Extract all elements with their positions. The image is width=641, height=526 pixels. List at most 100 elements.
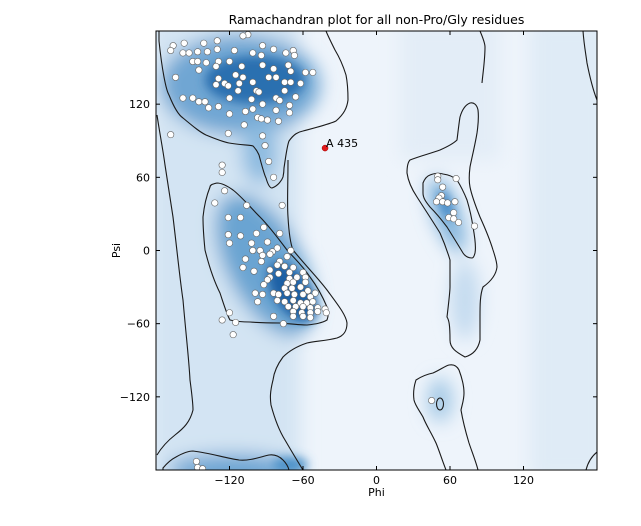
residue-point xyxy=(304,287,312,295)
residue-point xyxy=(255,88,263,96)
contour-small-loop xyxy=(435,397,445,411)
residue-point xyxy=(433,198,441,206)
residue-point xyxy=(450,209,458,217)
residue-point xyxy=(261,142,269,150)
residue-point xyxy=(224,129,232,137)
y-tick-label: 0 xyxy=(143,245,150,258)
residue-point xyxy=(250,267,258,275)
residue-point xyxy=(259,61,267,69)
residue-point xyxy=(248,239,256,247)
residue-point xyxy=(218,316,226,324)
residue-point xyxy=(263,276,271,284)
residue-point xyxy=(274,290,282,298)
residue-point xyxy=(252,229,260,237)
residue-point xyxy=(301,278,309,286)
residue-point xyxy=(309,298,317,306)
residue-point xyxy=(257,257,265,265)
x-tick-label: −60 xyxy=(291,474,314,487)
residue-point xyxy=(239,264,247,272)
residue-point xyxy=(309,68,317,76)
residue-point xyxy=(205,104,213,112)
contour-outer-left xyxy=(156,114,194,456)
x-axis: −120 −60 0 60 120 xyxy=(214,31,534,487)
y-axis: 120 60 0 −60 −120 xyxy=(120,98,597,404)
residue-point xyxy=(286,268,294,276)
residue-point xyxy=(265,73,273,81)
residue-point xyxy=(276,229,284,237)
residue-point xyxy=(274,270,282,278)
density-background xyxy=(156,31,597,470)
residue-point xyxy=(279,320,287,328)
contour-far-right-bottom xyxy=(585,451,597,470)
y-tick-label: 60 xyxy=(136,171,150,184)
residue-point xyxy=(290,290,298,298)
contour-beta-inner xyxy=(158,31,349,189)
residue-point xyxy=(240,121,248,129)
scatter-points xyxy=(167,31,478,470)
residue-point xyxy=(286,109,294,117)
residue-point xyxy=(260,281,268,289)
residue-point xyxy=(444,199,452,207)
residue-point xyxy=(270,45,278,53)
residue-point xyxy=(265,157,273,165)
contour-right-inner xyxy=(422,172,476,259)
residue-point xyxy=(254,298,262,306)
residue-point xyxy=(450,215,458,223)
residue-point xyxy=(249,78,257,86)
residue-point xyxy=(203,48,211,56)
residue-point xyxy=(167,131,175,139)
residue-point xyxy=(259,132,267,140)
residue-point xyxy=(226,239,234,247)
residue-point xyxy=(218,161,226,169)
residue-point xyxy=(301,68,309,76)
residue-point xyxy=(290,51,298,59)
residue-point xyxy=(214,103,222,111)
residue-point xyxy=(232,71,240,79)
outlier-points: A 435 xyxy=(321,137,358,152)
residue-point xyxy=(239,73,247,81)
residue-point xyxy=(229,331,237,339)
residue-point xyxy=(218,168,226,176)
x-axis-label: Phi xyxy=(368,486,385,499)
residue-point xyxy=(322,309,330,317)
residue-point xyxy=(434,176,442,184)
residue-point xyxy=(273,296,281,304)
residue-point xyxy=(297,283,305,291)
residue-point xyxy=(289,264,297,272)
residue-point xyxy=(273,261,281,269)
residue-point xyxy=(195,98,203,106)
residue-point xyxy=(241,255,249,263)
residue-point xyxy=(299,312,307,320)
residue-point xyxy=(274,117,282,125)
residue-point xyxy=(251,289,259,297)
residue-point xyxy=(179,94,187,102)
residue-point xyxy=(237,214,245,222)
residue-point xyxy=(257,51,265,59)
residue-point xyxy=(287,78,295,86)
residue-point xyxy=(281,298,289,306)
residue-point xyxy=(200,39,208,47)
residue-point xyxy=(167,47,175,55)
residue-point xyxy=(299,290,307,298)
residue-point xyxy=(282,49,290,57)
residue-point xyxy=(470,222,478,230)
residue-point xyxy=(194,57,202,65)
contour-top-right-edge xyxy=(479,31,486,84)
residue-point xyxy=(195,66,203,74)
residue-point xyxy=(281,262,289,270)
residue-point xyxy=(311,289,319,297)
outlier-point xyxy=(321,144,329,152)
residue-point xyxy=(281,78,289,86)
residue-point xyxy=(194,48,202,56)
residue-point xyxy=(306,314,314,322)
residue-point xyxy=(172,73,180,81)
residue-point xyxy=(263,238,271,246)
residue-point xyxy=(243,201,251,209)
residue-point xyxy=(263,116,271,124)
residue-point xyxy=(289,278,297,286)
residue-point xyxy=(224,231,232,239)
residue-point xyxy=(226,309,234,317)
residue-point xyxy=(259,290,267,298)
residue-point xyxy=(199,465,207,470)
